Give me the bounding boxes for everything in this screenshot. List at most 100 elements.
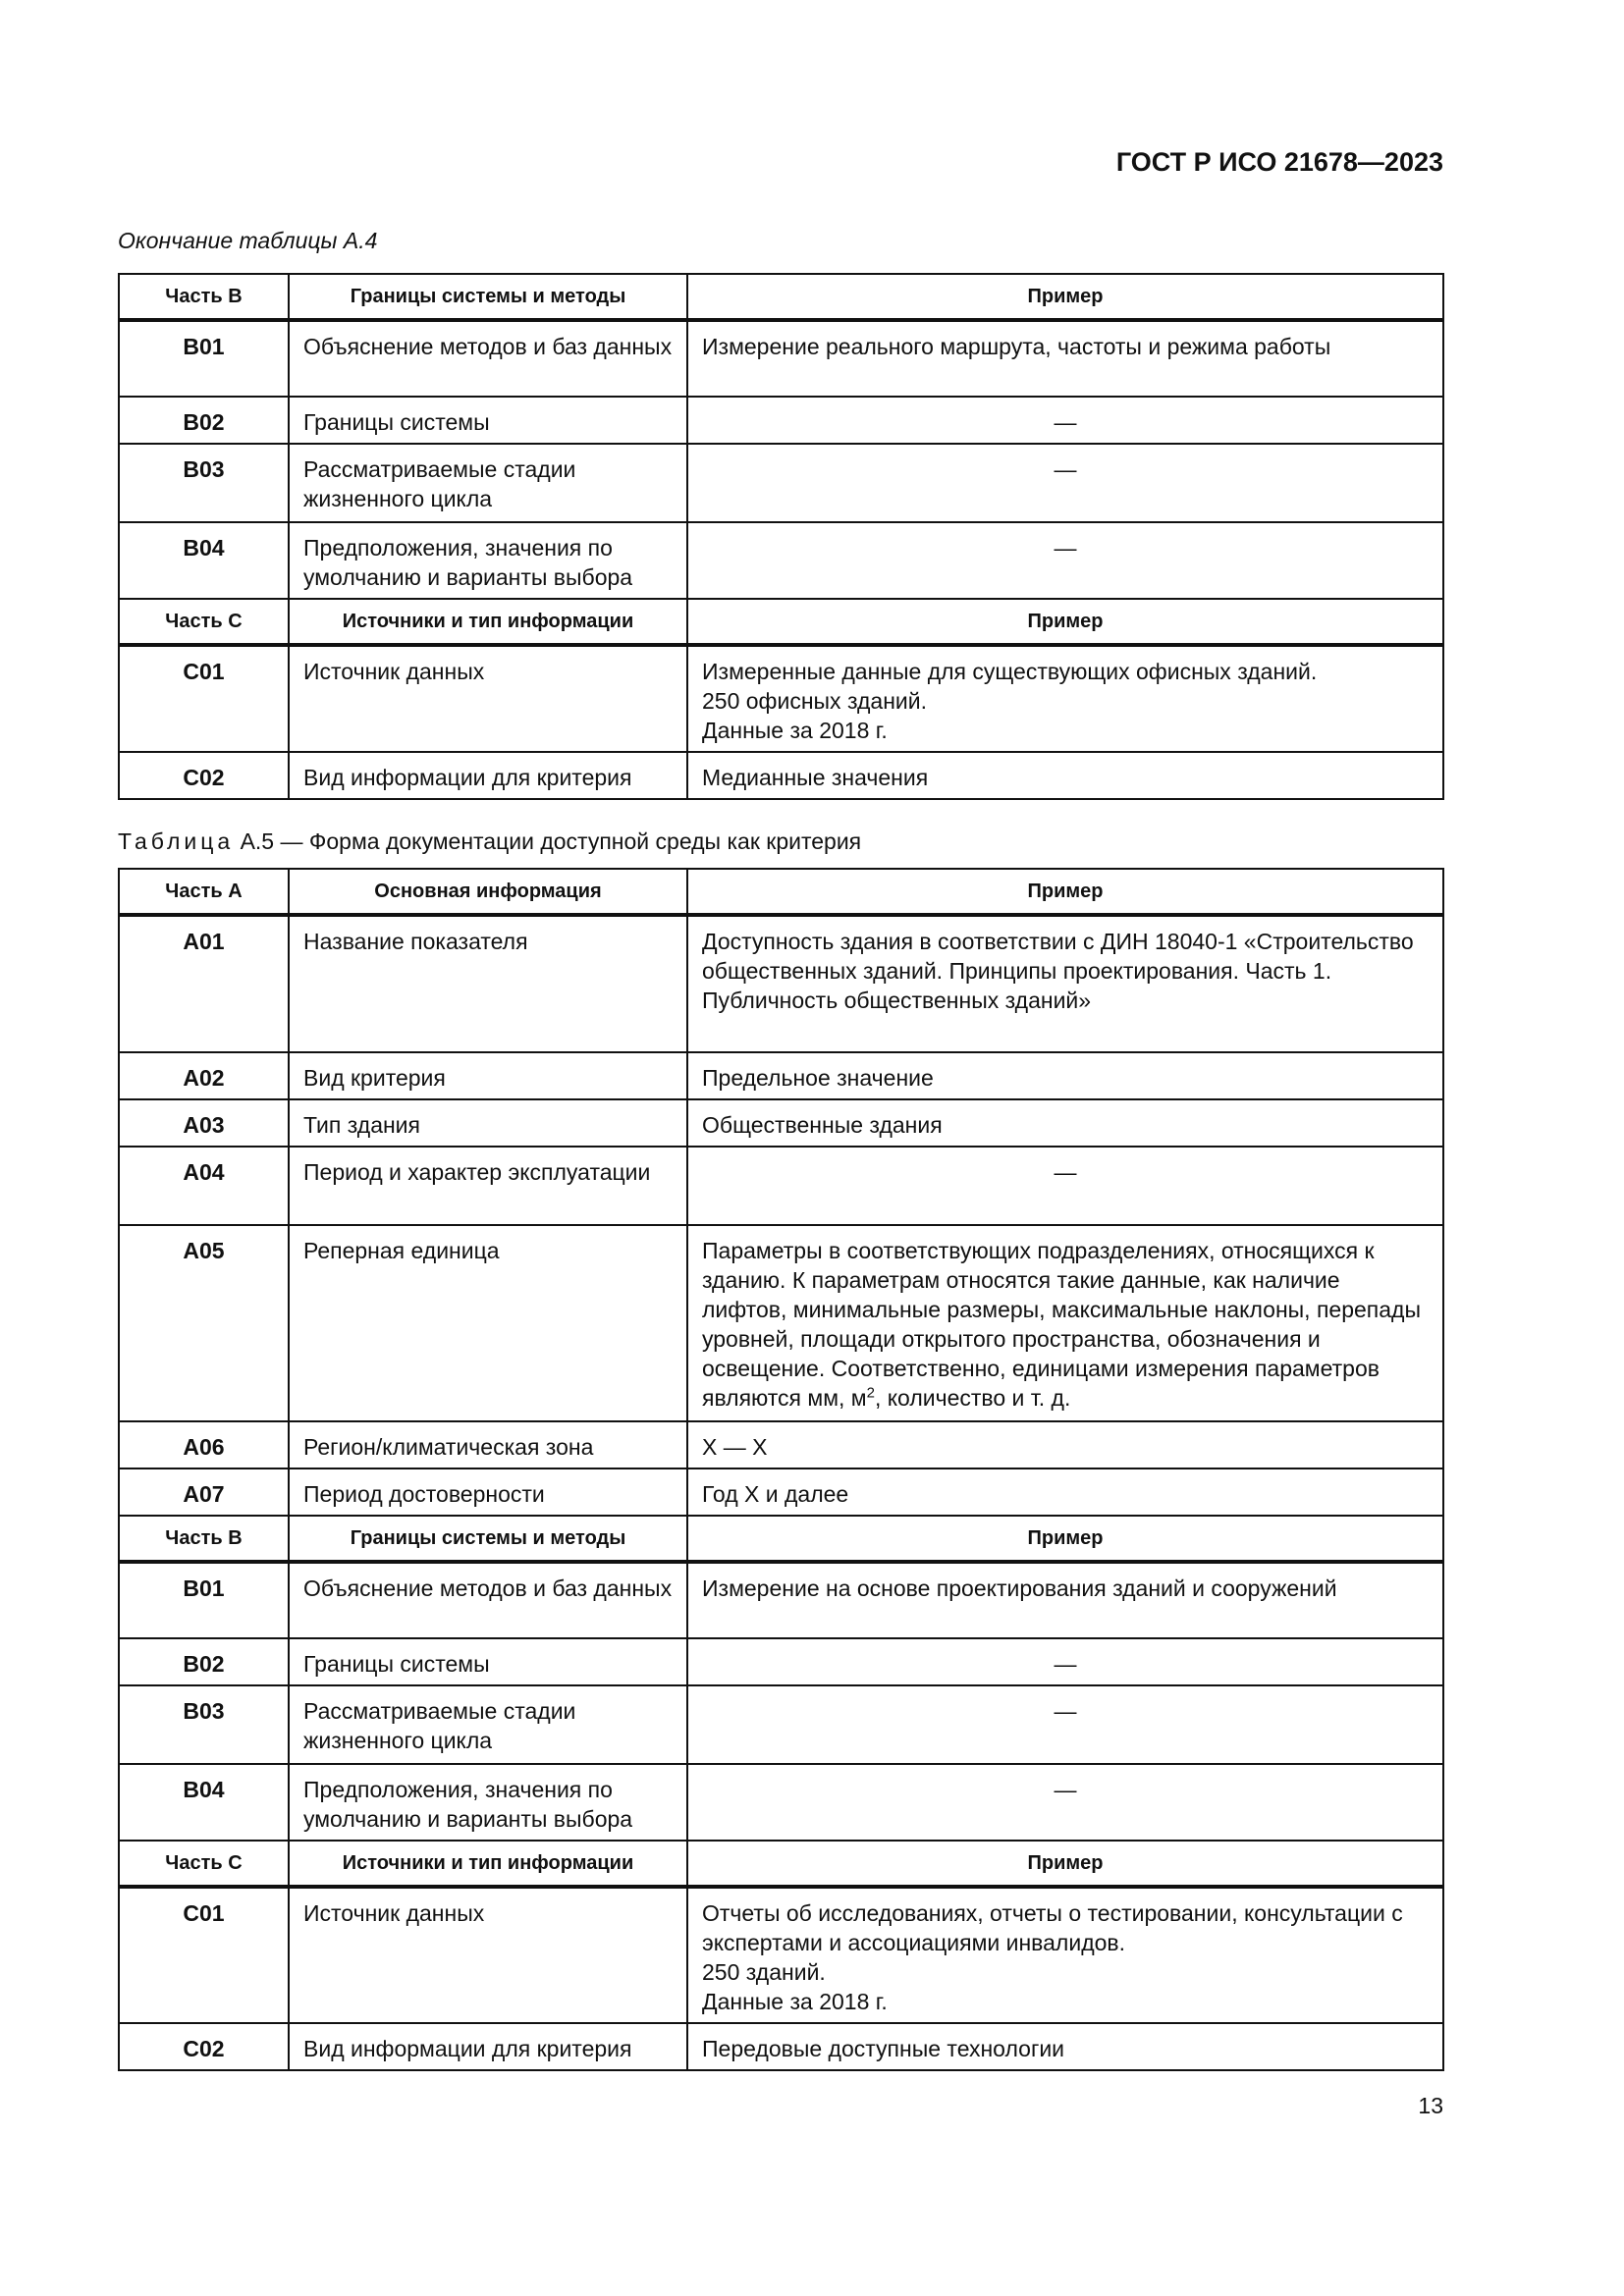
cell-text: Вид критерия [303,1065,446,1091]
table-a5-caption: Таблица А.5 — Форма документации доступн… [118,828,861,855]
cell-text: Границы системы [303,409,490,435]
cell-text: Доступность здания в соответствии с ДИН … [702,929,1414,1013]
example-cell: Измеренные данные для существующих офисн… [686,644,1444,753]
example-cell: — [686,1637,1444,1686]
cell-text: Границы системы и методы [350,1527,626,1549]
table-row: B01 Объяснение методов и баз данных Измере… [118,319,1444,398]
part-code-cell: B01 [118,319,290,398]
cell-text: Границы системы и методы [350,286,626,307]
example-cell: Передовые доступные технологии [686,2022,1444,2071]
table-row: B02 Границы системы — [118,1637,1444,1686]
cell-text: Предельное значение [702,1065,934,1091]
cell-text: A06 [183,1434,225,1460]
example-cell: — [686,521,1444,600]
table-row: A03 Тип здания Общественные здания [118,1098,1444,1148]
table-row: A04 Период и характер эксплуатации — [118,1146,1444,1226]
cell-text: Вид информации для критерия [303,765,632,790]
table-header-row: Часть B Границы системы и методы Пример [118,273,1444,322]
cell-text: C01 [183,659,225,684]
example-cell: Отчеты об исследованиях, отчеты о тестир… [686,1886,1444,2024]
example-cell: Измерение на основе проектирования здани… [686,1561,1444,1639]
cell-text: Часть C [165,1852,243,1874]
cell-text: Отчеты об исследованиях, отчеты о тестир… [702,1900,1403,2014]
description-cell: Реперная единица [288,1224,688,1422]
cell-text: B03 [183,1698,225,1724]
cell-text: Пример [1027,1852,1104,1874]
example-cell: Общественные здания [686,1098,1444,1148]
cell-text: A01 [183,929,225,954]
cell-text: Рассматриваемые стадии жизненного цикла [303,1698,576,1753]
cell-text: — [1054,1159,1077,1185]
part-code-cell: B04 [118,1763,290,1842]
cell-text: Предположения, значения по умолчанию и в… [303,1777,633,1832]
example-cell: Пример [686,868,1444,917]
cell-text: Часть B [165,286,243,307]
cell-text: Пример [1027,286,1104,307]
description-cell: Границы системы [288,396,688,445]
cell-text: Часть C [165,611,243,632]
table-row: C01 Источник данных Отчеты об исследования… [118,1886,1444,2024]
cell-text: , количество и т. д. [874,1385,1071,1411]
cell-text: Источник данных [303,659,485,684]
cell-text: Название показателя [303,929,528,954]
document-id: ГОСТ Р ИСО 21678—2023 [1115,147,1443,177]
table-row: C01 Источник данных Измеренные данные для … [118,644,1444,753]
description-cell: Источники и тип информации [288,598,688,647]
page-number: 13 [1418,2093,1443,2118]
table-row: B04 Предположения, значения по умолчанию … [118,1763,1444,1842]
example-cell: Измерение реального маршрута, частоты и … [686,319,1444,398]
part-code-cell: A01 [118,914,290,1053]
table-a4: Часть B Границы системы и методы Пример B01… [118,273,1444,800]
part-code-cell: A05 [118,1224,290,1422]
example-cell: X — X [686,1420,1444,1469]
cell-text: A02 [183,1065,225,1091]
part-code-cell: B01 [118,1561,290,1639]
cell-text: C02 [183,2036,225,2061]
description-cell: Рассматриваемые стадии жизненного цикла [288,443,688,523]
description-cell: Объяснение методов и баз данных [288,319,688,398]
cell-text: X — X [702,1434,768,1460]
table-a4-caption: Окончание таблицы А.4 [118,228,378,253]
cell-text: C02 [183,765,225,790]
example-cell: Доступность здания в соответствии с ДИН … [686,914,1444,1053]
description-cell: Регион/климатическая зона [288,1420,688,1469]
part-code-cell: A02 [118,1051,290,1100]
table-row: B02 Границы системы — [118,396,1444,445]
part-code-cell: B02 [118,1637,290,1686]
cell-text: B02 [183,1651,225,1677]
description-cell: Источник данных [288,1886,688,2024]
description-cell: Границы системы и методы [288,273,688,322]
cell-text: Пример [1027,881,1104,902]
description-cell: Тип здания [288,1098,688,1148]
part-code-cell: A07 [118,1468,290,1517]
example-cell: Медианные значения [686,751,1444,800]
cell-text: — [1054,1777,1077,1802]
cell-text: Основная информация [374,881,602,902]
part-code-cell: Часть A [118,868,290,917]
example-cell: — [686,1763,1444,1842]
part-code-cell: C01 [118,1886,290,2024]
cell-text: C01 [183,1900,225,1926]
cell-text: B01 [183,334,225,359]
cell-text: — [1054,1651,1077,1677]
description-cell: Основная информация [288,868,688,917]
cell-text: Источник данных [303,1900,485,1926]
part-code-cell: Часть B [118,273,290,322]
example-cell: Пример [686,273,1444,322]
description-cell: Название показателя [288,914,688,1053]
cell-text: B04 [183,535,225,561]
cell-text: A07 [183,1481,225,1507]
description-cell: Период достоверности [288,1468,688,1517]
cell-text: B01 [183,1575,225,1601]
cell-text: Параметры в соответствующих подразделени… [702,1238,1421,1411]
table-a5: Часть A Основная информация Пример A01 Назва… [118,868,1444,2071]
example-cell: Пример [686,1840,1444,1889]
cell-text: A05 [183,1238,225,1263]
example-cell: — [686,396,1444,445]
part-code-cell: B03 [118,1684,290,1765]
table-row: A02 Вид критерия Предельное значение [118,1051,1444,1100]
table-row: A06 Регион/климатическая зона X — X [118,1420,1444,1469]
description-cell: Границы системы [288,1637,688,1686]
cell-text: B03 [183,456,225,482]
table-row: A05 Реперная единица Параметры в соответст… [118,1224,1444,1422]
